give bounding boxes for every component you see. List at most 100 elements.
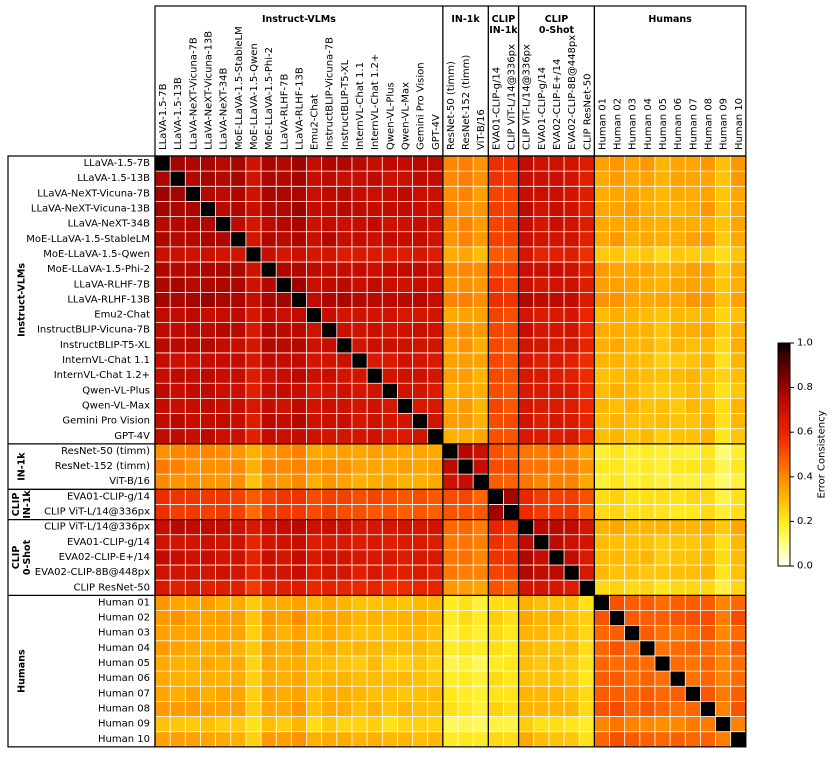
heatmap-cell — [276, 459, 292, 475]
heatmap-cell — [548, 565, 565, 581]
heatmap-cell — [412, 262, 428, 278]
heatmap-cell — [261, 277, 277, 293]
heatmap-cell — [594, 504, 610, 520]
heatmap-cell — [594, 352, 610, 369]
heatmap-cell — [458, 519, 474, 536]
heatmap-cell — [442, 686, 459, 702]
heatmap-cell — [715, 701, 731, 717]
heatmap-cell — [639, 383, 656, 399]
heatmap-cell — [306, 307, 322, 323]
heatmap-cell — [200, 307, 216, 323]
heatmap-cell — [245, 368, 262, 384]
heatmap-cell — [427, 686, 444, 702]
heatmap-cell — [609, 504, 625, 520]
heatmap-cell — [609, 519, 625, 536]
heatmap-cell — [245, 231, 262, 248]
heatmap-cell — [654, 625, 671, 642]
heatmap-cell — [291, 186, 307, 202]
heatmap-cell — [639, 262, 656, 278]
heatmap-cell — [351, 459, 368, 475]
heatmap-cell — [670, 171, 686, 187]
heatmap-cell — [245, 610, 262, 626]
heatmap-cell — [185, 201, 201, 217]
heatmap-cell — [715, 398, 731, 414]
heatmap-cell — [321, 655, 338, 672]
heatmap-cell — [321, 352, 338, 369]
row-label-llava-rlhf-13b: LLaVA-RLHF-13B — [67, 294, 150, 305]
heatmap-cell — [185, 640, 201, 657]
heatmap-cell — [715, 322, 731, 339]
heatmap-cell — [700, 277, 716, 293]
heatmap-cell — [245, 246, 262, 263]
heatmap-cell — [382, 610, 398, 626]
heatmap-cell — [382, 368, 398, 384]
heatmap-cell — [700, 231, 716, 248]
heatmap-cell — [200, 640, 216, 657]
heatmap-cell — [488, 383, 504, 399]
heatmap-cell — [200, 171, 216, 187]
heatmap-cell — [518, 580, 535, 596]
column-label-internvl-chat-1-2: InternVL-Chat 1.2+ — [370, 54, 381, 150]
heatmap-cell — [442, 610, 459, 626]
heatmap-cell — [351, 610, 368, 626]
heatmap-cell — [261, 352, 277, 369]
heatmap-cell — [367, 640, 383, 657]
column-label-llava-1-5-7b: LLaVA-1.5-7B — [158, 83, 169, 150]
heatmap-cell — [442, 443, 459, 460]
heatmap-cell — [291, 262, 307, 278]
heatmap-cell — [730, 156, 747, 172]
heatmap-cell — [427, 731, 444, 748]
heatmap-cell — [427, 186, 444, 202]
heatmap-cell — [442, 231, 459, 248]
heatmap-cell — [548, 156, 565, 172]
heatmap-cell — [730, 171, 747, 187]
heatmap-cell — [458, 595, 474, 611]
heatmap-cell — [473, 383, 489, 399]
heatmap-cell — [670, 671, 686, 687]
heatmap-cell — [170, 519, 186, 536]
heatmap-cell — [473, 474, 489, 490]
heatmap-cell — [488, 580, 504, 596]
heatmap-cell — [427, 337, 444, 354]
heatmap-cell — [442, 519, 459, 536]
heatmap-cell — [473, 716, 489, 732]
heatmap-cell — [685, 186, 701, 202]
heatmap-cell — [670, 640, 686, 657]
column-label-clip-vit-l-14-336px: CLIP ViT-L/14@336px — [507, 44, 518, 150]
heatmap-cell — [609, 292, 625, 308]
heatmap-cell — [685, 489, 701, 505]
column-label-gemini-pro-vision: Gemini Pro Vision — [416, 62, 427, 150]
heatmap-cell — [170, 731, 186, 748]
heatmap-cell — [155, 731, 171, 748]
heatmap-cell — [624, 504, 641, 520]
heatmap-cell — [245, 731, 262, 748]
heatmap-cell — [200, 443, 216, 460]
group-title-left-in-1k: IN-1k — [17, 452, 28, 481]
heatmap-cell — [276, 383, 292, 399]
column-label-clip-resnet-50: CLIP ResNet-50 — [582, 74, 593, 150]
heatmap-cell — [685, 565, 701, 581]
heatmap-cell — [306, 731, 322, 748]
heatmap-cell — [685, 156, 701, 172]
heatmap-cell — [715, 504, 731, 520]
heatmap-cell — [306, 322, 322, 339]
heatmap-cell — [594, 565, 610, 581]
heatmap-cell — [533, 186, 550, 202]
heatmap-cell — [412, 383, 428, 399]
heatmap-cell — [276, 610, 292, 626]
heatmap-cell — [245, 216, 262, 233]
heatmap-cell — [276, 731, 292, 748]
heatmap-cell — [730, 716, 747, 732]
heatmap-cell — [427, 262, 444, 278]
heatmap-cell — [170, 443, 186, 460]
colorbar-tick-label: 0.2 — [797, 516, 813, 527]
heatmap-cell — [215, 671, 232, 687]
heatmap-cell — [291, 686, 307, 702]
heatmap-cell — [427, 459, 444, 475]
heatmap-cell — [685, 459, 701, 475]
heatmap-cell — [200, 231, 216, 248]
heatmap-cell — [291, 671, 307, 687]
heatmap-cell — [336, 398, 353, 414]
heatmap-cell — [579, 489, 595, 505]
heatmap-cell — [245, 595, 262, 611]
